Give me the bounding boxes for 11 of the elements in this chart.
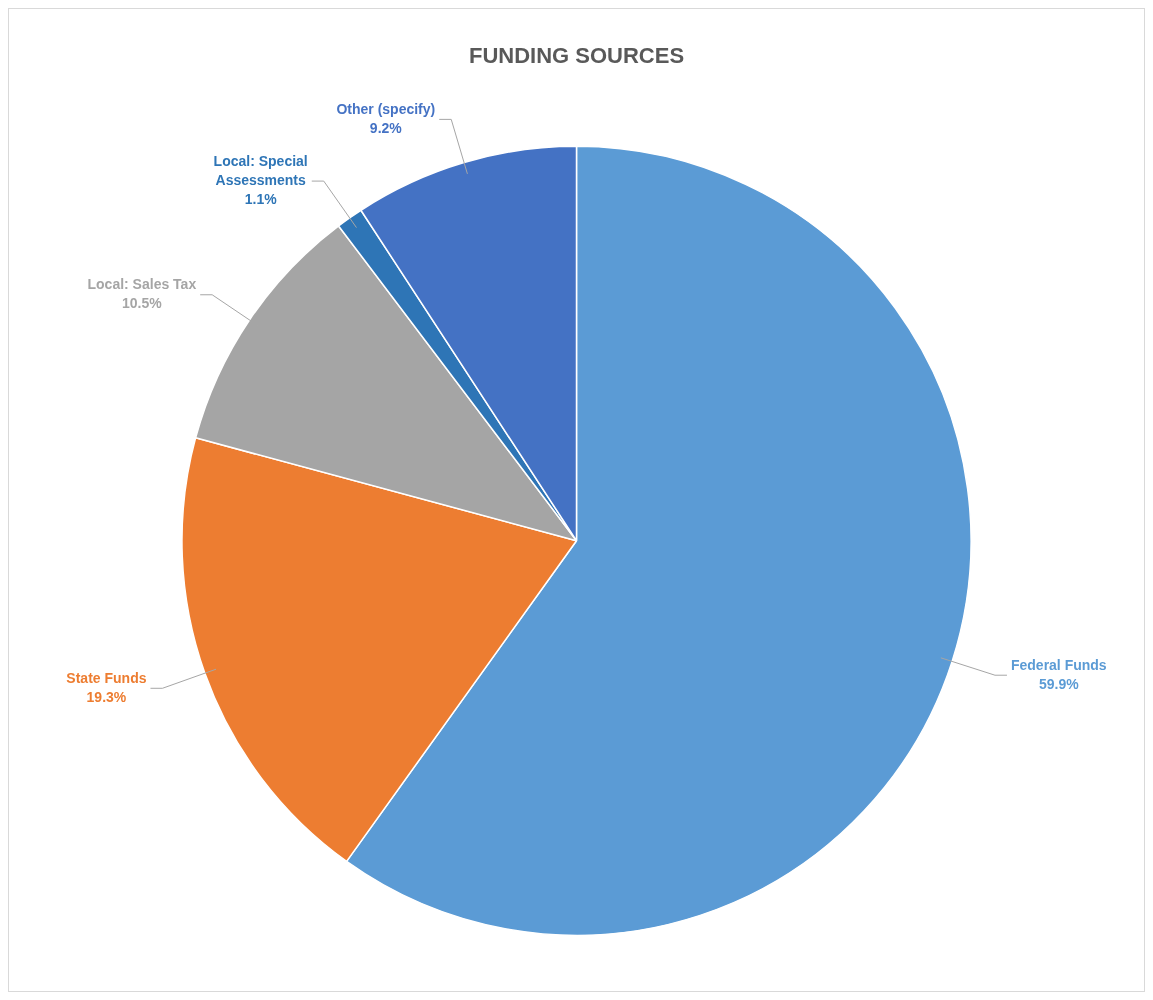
slice-label: Local: Sales Tax bbox=[87, 276, 197, 293]
slice-label: Other (specify) bbox=[336, 100, 436, 117]
slice-label: State Funds bbox=[66, 669, 147, 686]
data-label: 10.5% bbox=[121, 295, 163, 312]
slice-label: Local: Special Assessments bbox=[213, 152, 308, 188]
chart-title: FUNDING SOURCES bbox=[468, 43, 685, 69]
data-label: 19.3% bbox=[86, 688, 127, 705]
data-label: 59.9% bbox=[1038, 675, 1080, 692]
data-label: 1.1% bbox=[244, 190, 278, 207]
data-label: 9.2% bbox=[369, 119, 403, 136]
slice-label: Federal Funds bbox=[1010, 656, 1107, 673]
